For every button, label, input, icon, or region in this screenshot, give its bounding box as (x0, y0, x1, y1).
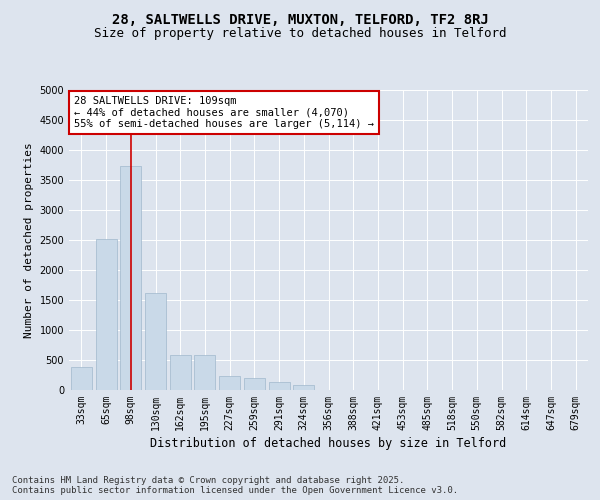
Bar (293, 385, 314, 390)
Text: Contains HM Land Registry data © Crown copyright and database right 2025.
Contai: Contains HM Land Registry data © Crown c… (12, 476, 458, 495)
Bar (120, 166, 141, 390)
Y-axis label: Number of detached properties: Number of detached properties (24, 142, 34, 338)
Bar (244, 378, 265, 390)
Bar (170, 354, 191, 390)
Text: Size of property relative to detached houses in Telford: Size of property relative to detached ho… (94, 28, 506, 40)
Text: 28 SALTWELLS DRIVE: 109sqm
← 44% of detached houses are smaller (4,070)
55% of s: 28 SALTWELLS DRIVE: 109sqm ← 44% of deta… (74, 96, 374, 129)
Bar (95, 239, 116, 390)
Bar (194, 354, 215, 390)
Bar (71, 367, 92, 390)
Bar (219, 376, 240, 390)
Bar (145, 293, 166, 390)
Bar (269, 382, 290, 390)
Text: 28, SALTWELLS DRIVE, MUXTON, TELFORD, TF2 8RJ: 28, SALTWELLS DRIVE, MUXTON, TELFORD, TF… (112, 12, 488, 26)
X-axis label: Distribution of detached houses by size in Telford: Distribution of detached houses by size … (151, 437, 506, 450)
